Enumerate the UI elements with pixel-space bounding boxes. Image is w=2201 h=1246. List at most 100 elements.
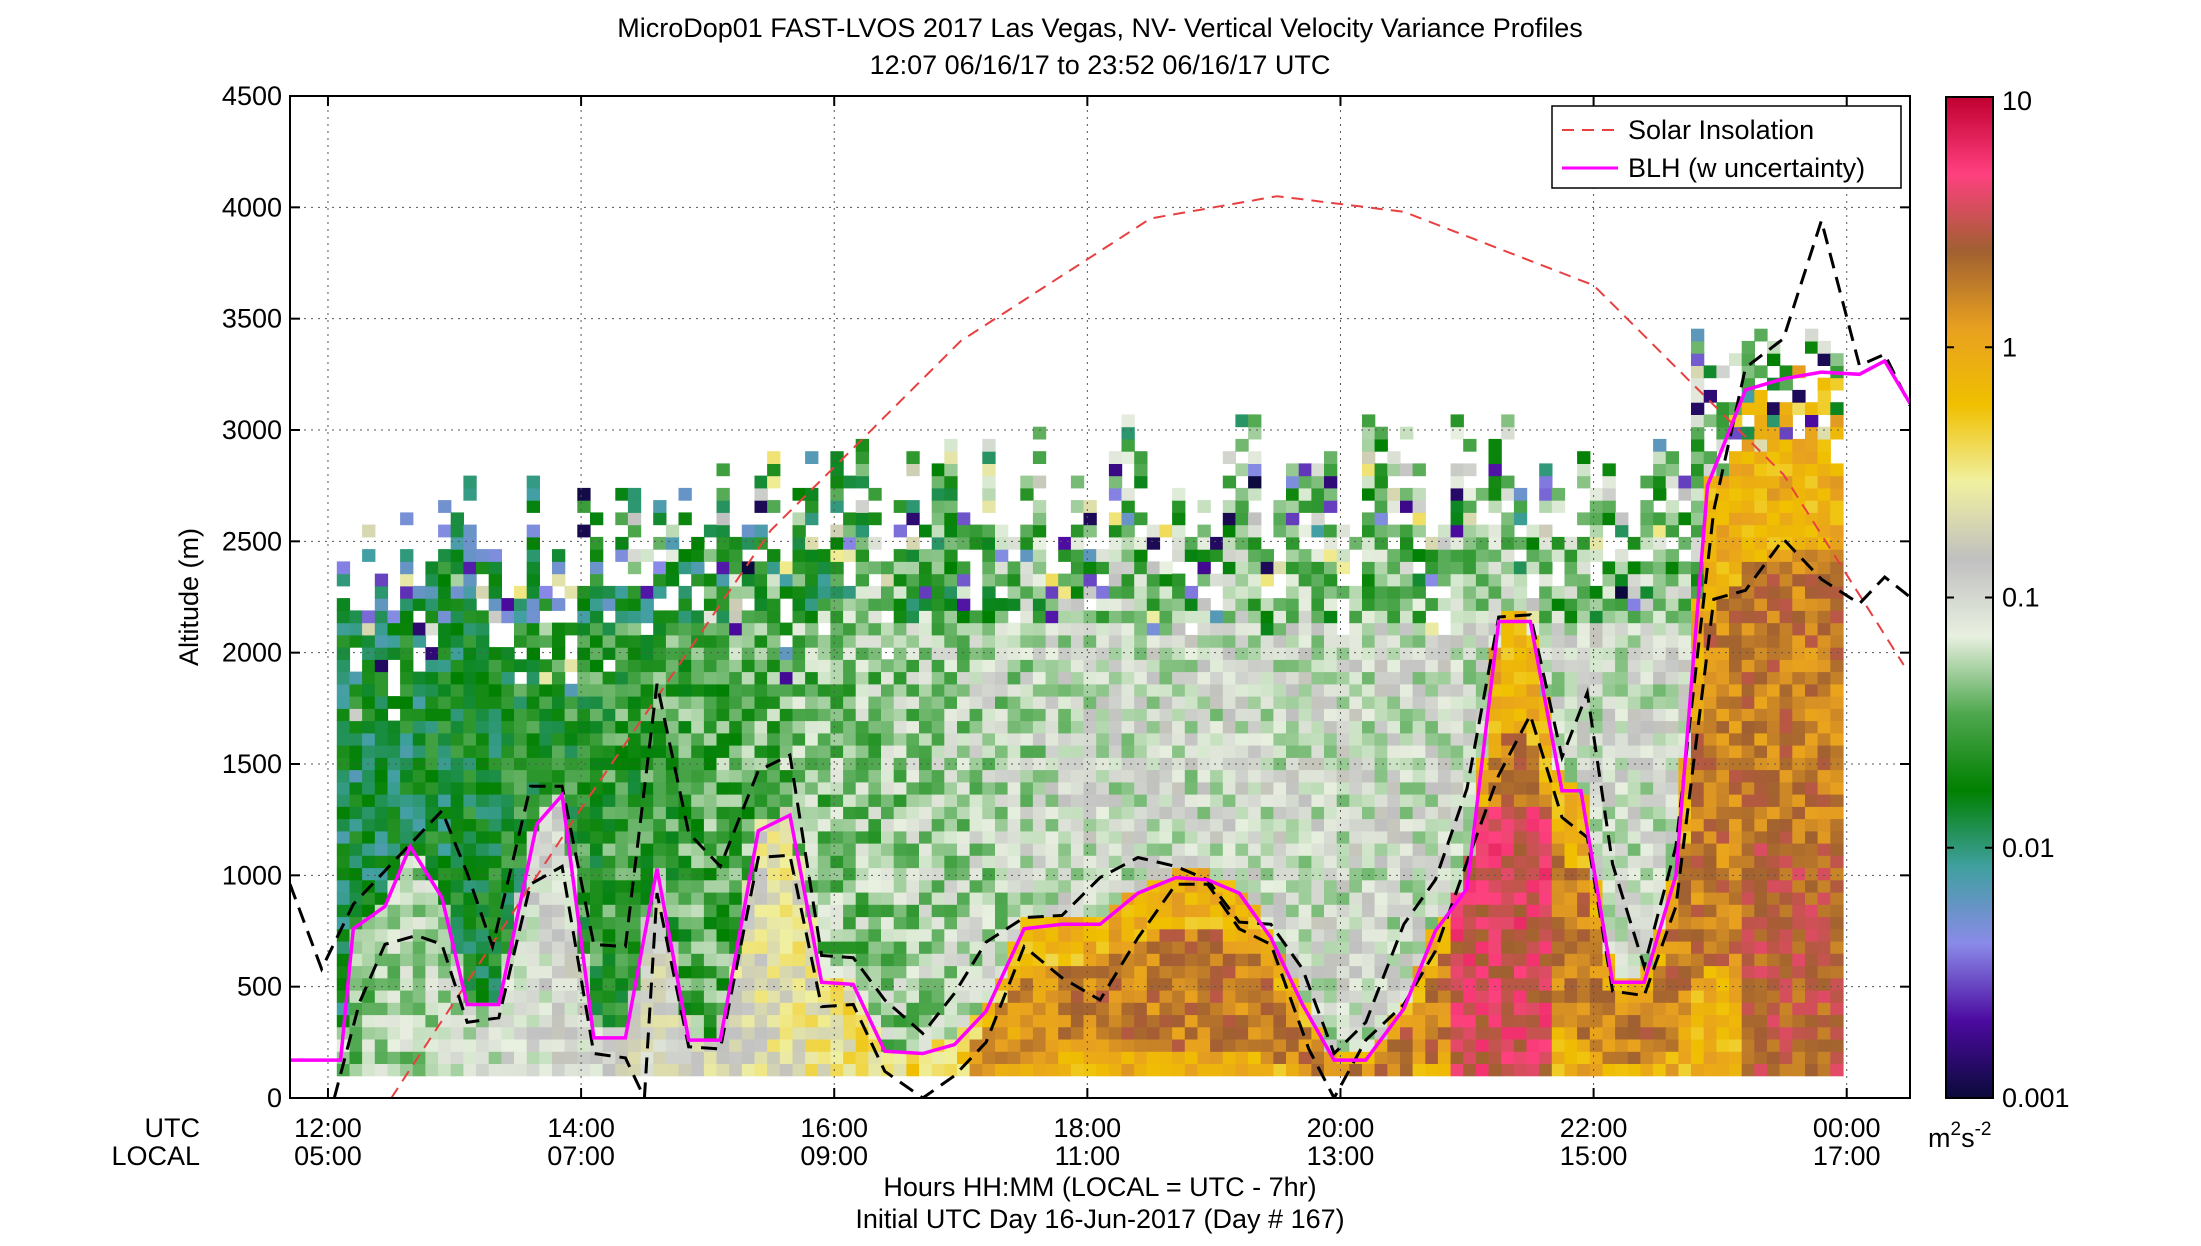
- heatmap-cell: [944, 500, 958, 513]
- heatmap-cell: [969, 1051, 983, 1064]
- heatmap-cell: [1096, 1014, 1110, 1028]
- heatmap-cell: [817, 671, 832, 685]
- heatmap-cell: [1729, 1063, 1743, 1077]
- heatmap-cell: [830, 720, 844, 734]
- heatmap-cell: [944, 647, 958, 660]
- heatmap-cell: [590, 610, 604, 624]
- heatmap-cell: [564, 1039, 578, 1052]
- heatmap-cell: [488, 830, 502, 844]
- heatmap-cell: [741, 1002, 756, 1016]
- heatmap-cell: [1691, 1026, 1705, 1040]
- heatmap-cell: [1564, 904, 1578, 918]
- heatmap-cell: [957, 745, 971, 758]
- heatmap-cell: [906, 892, 920, 905]
- heatmap-cell: [1172, 524, 1186, 538]
- heatmap-cell: [982, 732, 996, 746]
- heatmap-cell: [931, 1002, 945, 1016]
- heatmap-cell: [336, 916, 351, 930]
- heatmap-cell: [1716, 1051, 1730, 1064]
- heatmap-cell: [1007, 769, 1021, 783]
- heatmap-cell: [1589, 1039, 1604, 1052]
- heatmap-cell: [957, 622, 971, 636]
- heatmap-cell: [1374, 867, 1388, 881]
- heatmap-cell: [919, 941, 933, 954]
- heatmap-cell: [488, 904, 502, 918]
- heatmap-cell: [805, 745, 819, 758]
- heatmap-cell: [400, 1014, 414, 1028]
- heatmap-cell: [1210, 830, 1224, 844]
- heatmap-cell: [1146, 1002, 1161, 1016]
- heatmap-cell: [893, 598, 907, 611]
- heatmap-cell: [1577, 1014, 1591, 1028]
- heatmap-cell: [526, 634, 540, 648]
- heatmap-cell: [1678, 1039, 1692, 1052]
- heatmap-cell: [1501, 843, 1515, 856]
- heatmap-cell: [374, 1051, 389, 1064]
- heatmap-cell: [1210, 610, 1224, 624]
- heatmap-cell: [906, 990, 920, 1003]
- heatmap-cell: [1627, 573, 1642, 587]
- heatmap-cell: [1197, 524, 1211, 538]
- heatmap-cell: [450, 769, 464, 783]
- heatmap-cell: [1045, 1026, 1059, 1040]
- heatmap-cell: [627, 806, 642, 820]
- heatmap-cell: [349, 1063, 363, 1077]
- heatmap-cell: [868, 647, 882, 660]
- heatmap-cell: [957, 818, 971, 832]
- heatmap-cell: [1665, 524, 1679, 538]
- heatmap-cell: [830, 634, 844, 648]
- heatmap-cell: [1501, 904, 1515, 918]
- heatmap-cell: [1286, 892, 1300, 905]
- heatmap-cell: [931, 732, 945, 746]
- heatmap-cell: [779, 683, 794, 697]
- heatmap-cell: [1007, 1002, 1021, 1016]
- heatmap-cell: [615, 647, 629, 660]
- heatmap-cell: [552, 941, 566, 954]
- heatmap-cell: [526, 916, 540, 930]
- heatmap-cell: [1551, 622, 1566, 636]
- heatmap-cell: [526, 1051, 540, 1064]
- heatmap-cell: [1146, 1014, 1161, 1028]
- heatmap-cell: [526, 977, 540, 991]
- heatmap-cell: [678, 977, 692, 991]
- heatmap-cell: [1678, 659, 1692, 673]
- heatmap-cell: [362, 1063, 376, 1077]
- heatmap-cell: [1387, 769, 1401, 783]
- heatmap-cell: [1083, 647, 1097, 660]
- heatmap-cell: [1551, 708, 1566, 722]
- heatmap-cell: [1058, 1002, 1072, 1016]
- heatmap-cell: [653, 806, 667, 820]
- heatmap-cell: [1450, 549, 1464, 562]
- heatmap-cell: [1615, 549, 1629, 562]
- heatmap-cell: [1653, 659, 1667, 673]
- heatmap-cell: [1121, 438, 1135, 452]
- heatmap-cell: [1248, 781, 1262, 795]
- heatmap-cell: [627, 892, 642, 905]
- heatmap-cell: [1627, 1063, 1642, 1077]
- heatmap-cell: [1716, 965, 1730, 979]
- heatmap-cell: [957, 598, 971, 611]
- heatmap-cell: [1235, 438, 1249, 452]
- heatmap-cell: [843, 916, 857, 930]
- heatmap-cell: [1463, 794, 1477, 807]
- heatmap-cell: [1526, 598, 1540, 611]
- heatmap-cell: [1286, 867, 1300, 881]
- heatmap-cell: [931, 879, 945, 893]
- heatmap-cell: [1665, 622, 1679, 636]
- heatmap-cell: [1362, 536, 1376, 550]
- heatmap-cell: [830, 928, 844, 942]
- heatmap-cell: [1286, 843, 1300, 856]
- heatmap-cell: [1222, 500, 1237, 513]
- heatmap-cell: [906, 573, 920, 587]
- heatmap-cell: [957, 720, 971, 734]
- heatmap-cell: [1374, 806, 1388, 820]
- heatmap-cell: [1032, 904, 1047, 918]
- heatmap-cell: [792, 769, 806, 783]
- heatmap-cell: [336, 732, 351, 746]
- heatmap-cell: [1400, 561, 1414, 575]
- heatmap-cell: [501, 1051, 515, 1064]
- heatmap-cell: [919, 990, 933, 1003]
- heatmap-cell: [1564, 769, 1578, 783]
- heatmap-cell: [476, 941, 490, 954]
- heatmap-cell: [1121, 512, 1135, 526]
